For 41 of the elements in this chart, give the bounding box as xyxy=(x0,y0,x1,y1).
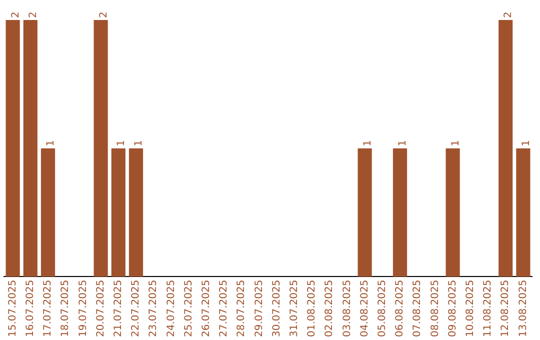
x-tick-label: 18.07.2025 xyxy=(60,280,72,338)
x-tick-label: 10.08.2025 xyxy=(464,280,476,338)
x-tick-label: 29.07.2025 xyxy=(254,280,265,338)
x-tick-label: 13.08.2025 xyxy=(518,280,529,338)
x-tick-label: 11.08.2025 xyxy=(482,280,494,338)
x-tick-label: 22.07.2025 xyxy=(130,280,142,338)
x-tick-label: 04.08.2025 xyxy=(359,280,370,338)
data-label: 1 xyxy=(362,140,374,146)
data-label: 2 xyxy=(98,12,110,18)
data-label: 1 xyxy=(398,140,409,146)
x-tick-label: 02.08.2025 xyxy=(324,280,336,338)
x-tick-label: 17.07.2025 xyxy=(42,280,54,338)
x-tick-label: 23.07.2025 xyxy=(148,280,160,338)
x-tick-label: 03.08.2025 xyxy=(342,280,353,338)
x-tick-label: 07.08.2025 xyxy=(412,280,424,338)
x-tick-label: 01.08.2025 xyxy=(306,280,318,338)
data-label: 2 xyxy=(28,12,39,18)
x-tick-label: 27.07.2025 xyxy=(218,280,230,338)
x-tick-label: 31.07.2025 xyxy=(288,280,300,338)
x-tick-label: 25.07.2025 xyxy=(183,280,194,338)
data-label: 1 xyxy=(116,140,127,146)
x-tick-label: 30.07.2025 xyxy=(271,280,282,338)
x-tick-label: 15.07.2025 xyxy=(7,280,18,338)
data-label: 1 xyxy=(46,140,57,146)
data-label: 2 xyxy=(10,12,22,18)
x-tick-label: 09.08.2025 xyxy=(447,280,458,338)
x-tick-label: 08.08.2025 xyxy=(430,280,441,338)
data-label: 1 xyxy=(134,140,145,146)
x-tick-label: 26.07.2025 xyxy=(200,280,212,338)
data-label: 1 xyxy=(520,140,532,146)
x-tick-label: 24.07.2025 xyxy=(166,280,177,338)
x-tick-label: 21.07.2025 xyxy=(112,280,124,338)
x-tick-label: 28.07.2025 xyxy=(236,280,248,338)
data-label: 1 xyxy=(450,140,462,146)
x-tick-label: 20.07.2025 xyxy=(95,280,106,338)
data-label: 2 xyxy=(503,12,514,18)
x-tick-label: 05.08.2025 xyxy=(376,280,388,338)
x-tick-label: 19.07.2025 xyxy=(78,280,89,338)
x-tick-label: 12.08.2025 xyxy=(500,280,512,338)
x-tick-label: 06.08.2025 xyxy=(394,280,406,338)
x-tick-label: 16.07.2025 xyxy=(24,280,36,338)
